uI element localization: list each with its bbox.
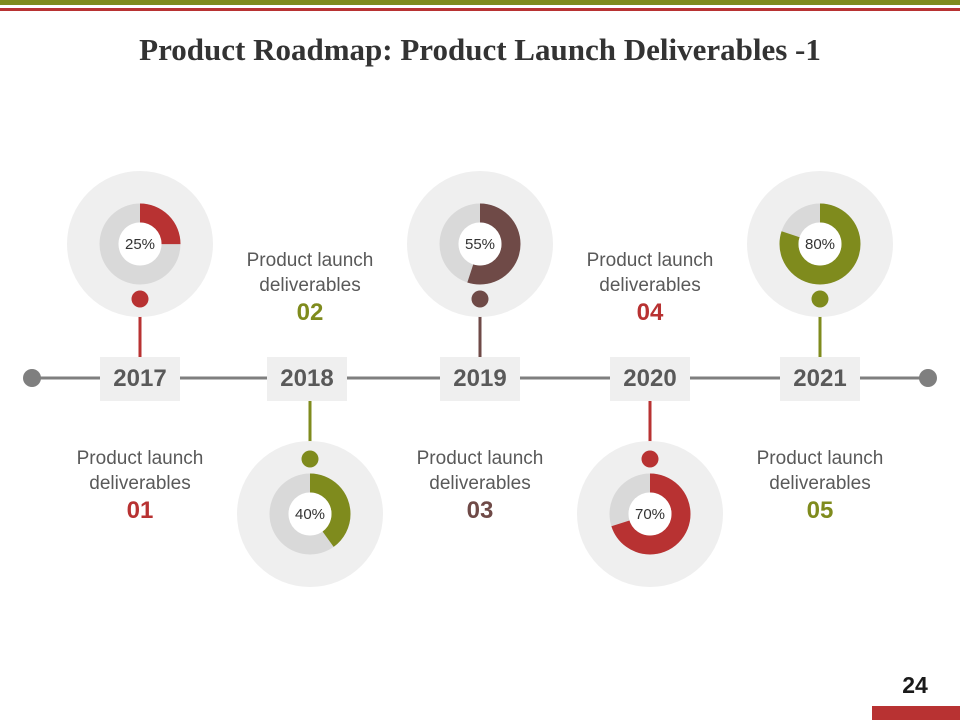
timeline-end-dot: [919, 369, 937, 387]
top-accent-bar-olive: [0, 0, 960, 5]
donut-center-2020: [628, 492, 672, 536]
top-accent-bar-red: [0, 8, 960, 11]
deliverable-label: Product launch deliverables: [416, 448, 544, 494]
deliverable-item-04: Product launch deliverables 04: [555, 248, 745, 328]
deliverable-label: Product launch deliverables: [76, 448, 204, 494]
donut-center-2017: [118, 222, 162, 266]
deliverable-label: Product launch deliverables: [756, 448, 884, 494]
deliverable-number: 02: [296, 299, 324, 326]
donut-progress-2019: [439, 203, 521, 285]
donut-progress-2018: [269, 473, 351, 555]
slide-title: Product Roadmap: Product Launch Delivera…: [139, 32, 821, 67]
percent-label-2019: 55%: [464, 236, 496, 253]
donut-center-2021: [798, 222, 842, 266]
milestone-dot-2018: [301, 450, 319, 468]
year-box-2017: 2017: [100, 357, 180, 401]
donut-center-2018: [288, 492, 332, 536]
bottom-accent-bar: [872, 706, 960, 720]
milestone-dot-2017: [131, 290, 149, 308]
donut-progress-2020: [609, 473, 691, 555]
percent-label-2017: 25%: [124, 236, 156, 253]
percent-label-2021: 80%: [804, 236, 836, 253]
donut-progress-2021: [779, 203, 861, 285]
percent-label-2018: 40%: [294, 506, 326, 523]
deliverable-item-05: Product launch deliverables 05: [725, 446, 915, 526]
deliverable-item-03: Product launch deliverables 03: [385, 446, 575, 526]
deliverable-number: 01: [126, 497, 154, 524]
year-box-2020: 2020: [610, 357, 690, 401]
percent-label-2020: 70%: [634, 506, 666, 523]
page-number: 24: [902, 672, 928, 698]
deliverable-label: Product launch deliverables: [586, 250, 714, 296]
deliverable-label: Product launch deliverables: [246, 250, 374, 296]
deliverable-number: 03: [466, 497, 494, 524]
deliverable-number: 04: [636, 299, 664, 326]
deliverable-item-02: Product launch deliverables 02: [215, 248, 405, 328]
year-box-2021: 2021: [780, 357, 860, 401]
deliverable-item-01: Product launch deliverables 01: [45, 446, 235, 526]
donut-progress-2017: [99, 203, 181, 285]
year-box-2018: 2018: [267, 357, 347, 401]
timeline-start-dot: [23, 369, 41, 387]
milestone-dot-2021: [811, 290, 829, 308]
year-box-2019: 2019: [440, 357, 520, 401]
donut-center-2019: [458, 222, 502, 266]
deliverable-number: 05: [806, 497, 834, 524]
milestone-dot-2020: [641, 450, 659, 468]
milestone-dot-2019: [471, 290, 489, 308]
